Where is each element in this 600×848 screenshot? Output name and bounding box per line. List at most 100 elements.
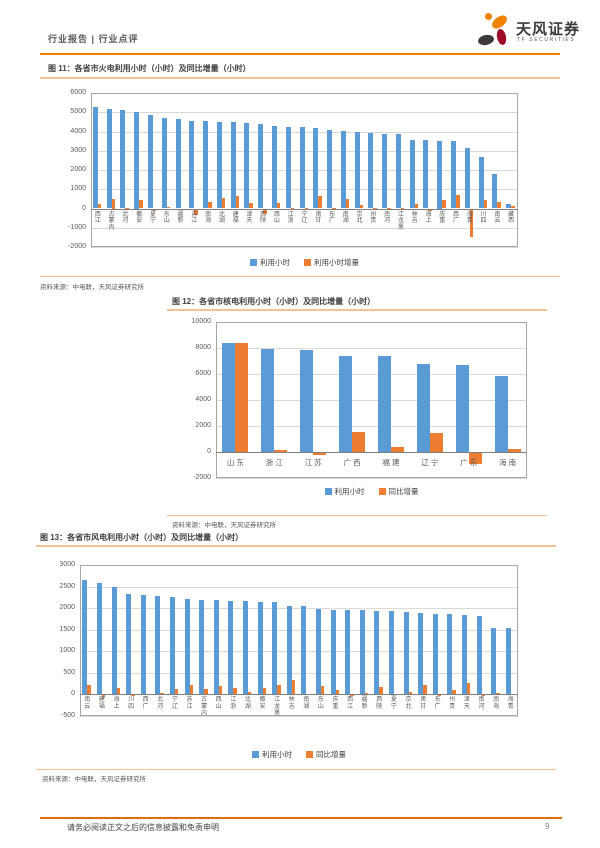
- y-tick-label: 0: [71, 690, 75, 698]
- bar: [452, 690, 456, 695]
- bar: [491, 627, 497, 695]
- bar: [216, 121, 222, 209]
- x-category-label: 北湖: [218, 211, 225, 225]
- y-tick-label: 2000: [59, 604, 75, 612]
- y-tick-label: 3000: [70, 146, 86, 154]
- legend-item: 利用小时: [324, 486, 365, 497]
- y-tick-label: 6000: [195, 370, 211, 377]
- bar: [332, 207, 336, 209]
- bar: [261, 349, 275, 452]
- gridline: [91, 189, 518, 191]
- footer-disclaimer: 请务必阅读正文之后的信息披露和免责申明: [67, 823, 219, 832]
- x-category-label: 建福: [98, 697, 105, 711]
- x-category-label: 南海: [493, 697, 500, 711]
- x-category-label: 江 苏: [304, 458, 322, 467]
- bar: [208, 201, 212, 209]
- y-tick-label: 3000: [59, 561, 75, 568]
- bar: [313, 452, 327, 455]
- figure-11-title: 图 11：各省市火电利用小时（小时）及同比增量（小时）: [48, 64, 251, 73]
- x-category-label: 津天: [246, 211, 253, 225]
- bar: [235, 343, 249, 452]
- x-category-label: 疆新: [177, 211, 184, 225]
- brand-name: 天风证券: [516, 21, 581, 38]
- legend-item: 利用小时增量: [304, 257, 359, 268]
- figure-13-title: 图 13：各省市风电利用小时（小时）及同比增量（小时）: [40, 533, 244, 542]
- x-category-label: 南河: [478, 697, 485, 711]
- legend-swatch-icon: [304, 259, 311, 266]
- y-tick-label: 0: [207, 448, 211, 455]
- x-category-label: 林吉: [288, 697, 295, 711]
- gridline: [91, 131, 518, 133]
- gridline: [80, 672, 518, 674]
- bar: [506, 204, 512, 209]
- gridline: [91, 247, 518, 248]
- bar: [230, 122, 236, 209]
- x-category-label: 南湖: [303, 697, 310, 711]
- bar: [395, 134, 401, 209]
- x-axis-line: [80, 694, 518, 696]
- figure-13-title-rule: [36, 545, 556, 547]
- bar: [469, 208, 474, 238]
- x-category-label: 江龙黑: [274, 697, 281, 717]
- x-category-label: 宁辽: [171, 697, 178, 711]
- bar: [300, 349, 314, 452]
- x-category-label: 州贵: [370, 211, 377, 225]
- chart-legend: 利用小时 同比增量: [216, 486, 527, 497]
- bar: [262, 688, 266, 695]
- bar: [352, 431, 366, 452]
- legend-item: 利用小时: [250, 257, 290, 268]
- x-category-label: 州贵: [449, 697, 456, 711]
- x-category-label: 西陕: [376, 697, 383, 711]
- x-category-label: 林吉: [411, 211, 418, 225]
- bar: [423, 140, 429, 209]
- bar: [235, 196, 240, 209]
- bar: [409, 139, 415, 209]
- bar: [505, 628, 511, 695]
- x-category-label: 广 东: [460, 458, 478, 467]
- x-category-label: 苏江: [191, 211, 198, 225]
- logo-pinwheel-red-icon: [495, 28, 508, 46]
- legend-swatch-icon: [252, 751, 259, 758]
- bar: [96, 583, 102, 695]
- bar: [414, 204, 419, 209]
- y-tick-label: 6000: [70, 89, 86, 96]
- bar: [299, 127, 305, 209]
- bar: [161, 118, 167, 209]
- legend-item: 利用小时: [252, 749, 292, 760]
- bar: [320, 686, 325, 695]
- page-number: 9: [545, 822, 550, 831]
- figure-12-source: 资料来源：中电联，天风证券研究所: [172, 522, 276, 529]
- gridline: [91, 170, 518, 171]
- logo-pinwheel-dot-icon: [485, 13, 492, 20]
- x-category-label: 京北: [356, 211, 363, 225]
- bar: [388, 610, 394, 695]
- bar: [335, 689, 339, 695]
- y-tick-label: 10000: [191, 318, 211, 325]
- bar: [290, 207, 295, 209]
- y-tick-label: 4000: [195, 396, 211, 403]
- bar: [494, 375, 508, 452]
- x-category-label: 东山: [163, 211, 170, 225]
- bar: [203, 121, 209, 209]
- x-category-label: 夏宁: [149, 211, 156, 225]
- x-category-label: 川四: [128, 697, 135, 711]
- gridline: [91, 227, 518, 229]
- bar: [416, 364, 430, 452]
- bar: [101, 694, 106, 697]
- bar: [429, 433, 443, 452]
- x-category-label: 南河: [384, 211, 391, 225]
- bar: [174, 689, 179, 695]
- bar: [97, 204, 102, 209]
- y-tick-label: 2000: [70, 166, 86, 173]
- gridline: [91, 150, 518, 152]
- bar: [106, 109, 112, 209]
- x-category-label: 西广: [142, 697, 149, 711]
- bar: [483, 199, 488, 209]
- bar: [242, 601, 248, 695]
- gridline: [80, 716, 518, 717]
- x-category-label: 庆重: [439, 211, 446, 225]
- bar: [199, 599, 205, 695]
- gridline: [216, 426, 527, 427]
- legend-label: 利用小时: [262, 750, 292, 759]
- bar: [451, 141, 457, 209]
